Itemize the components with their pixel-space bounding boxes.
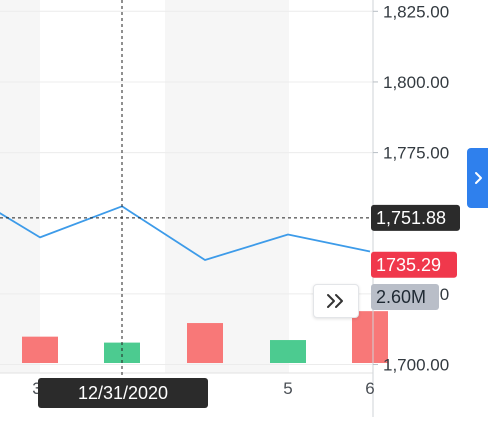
y-tick-label: 1,825.00 bbox=[383, 2, 449, 21]
volume-label-text: 2.60M bbox=[376, 287, 426, 307]
axis-badges: 1,751.88 1735.29 2.60M 12/31/2020 bbox=[38, 204, 460, 408]
volume-bar bbox=[104, 342, 140, 363]
crosshair-price-label-bg bbox=[371, 204, 460, 231]
y-tick-label: 1,700.00 bbox=[383, 356, 449, 375]
scroll-to-latest-button[interactable] bbox=[313, 284, 359, 318]
side-panel-toggle[interactable] bbox=[467, 148, 488, 208]
x-tick-label: 3 bbox=[32, 379, 41, 398]
crosshair-date-label-text: 12/31/2020 bbox=[78, 383, 168, 403]
x-tick-label: 5 bbox=[283, 379, 292, 398]
crosshair-date-label: 12/31/2020 bbox=[38, 378, 208, 408]
price-line bbox=[0, 205, 371, 261]
last-price-label-text: 1735.29 bbox=[376, 255, 441, 275]
crosshair-price-label-text: 1,751.88 bbox=[376, 208, 446, 228]
volume-bars bbox=[22, 311, 388, 363]
session-band bbox=[165, 0, 289, 373]
weekend-bands bbox=[0, 0, 289, 373]
volume-bar bbox=[22, 336, 58, 363]
volume-bar bbox=[187, 323, 223, 363]
volume-label: 2.60M bbox=[371, 284, 439, 310]
volume-label-bg bbox=[371, 284, 439, 310]
volume-bar bbox=[270, 340, 306, 363]
price-line-group bbox=[0, 205, 371, 261]
crosshair-date-label-bg bbox=[38, 378, 208, 408]
crosshair bbox=[0, 0, 373, 378]
crosshair-price-label: 1,751.88 bbox=[371, 204, 460, 231]
grid-lines bbox=[0, 10, 373, 374]
chevron-right-icon bbox=[474, 172, 482, 184]
last-price-label: 1735.29 bbox=[371, 251, 457, 278]
last-price-label-bg bbox=[371, 251, 457, 278]
volume-bar bbox=[352, 311, 388, 363]
x-tick-label: 6 bbox=[365, 379, 374, 398]
session-band bbox=[0, 0, 40, 373]
double-chevron-right-icon bbox=[327, 294, 343, 308]
y-tick-label: 1,800.00 bbox=[383, 73, 449, 92]
y-tick-label: 1,775.00 bbox=[383, 144, 449, 163]
